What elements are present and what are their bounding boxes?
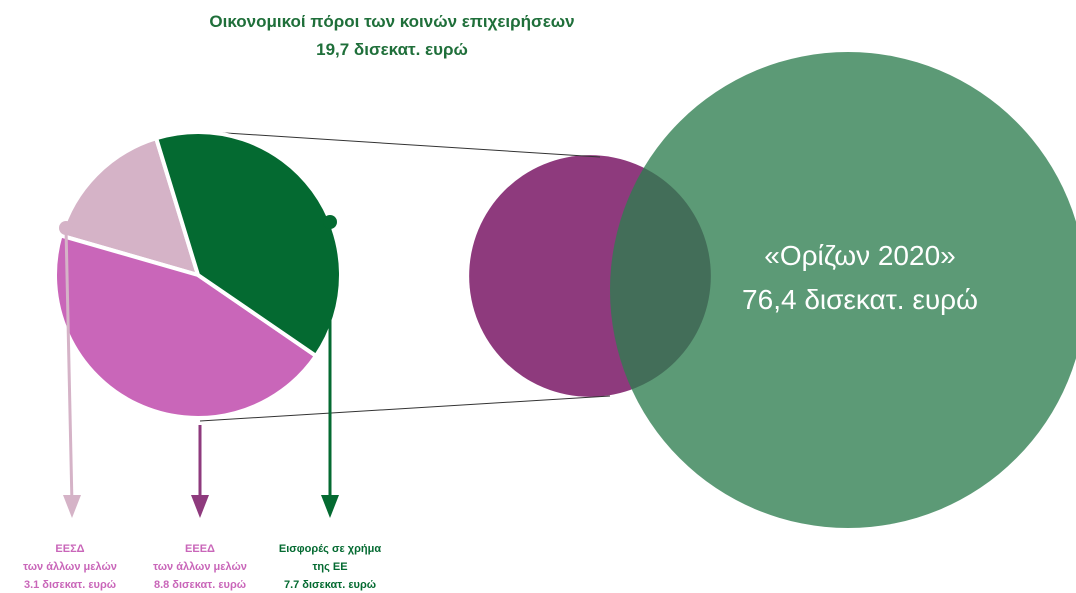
pie-slice bbox=[53, 232, 319, 420]
value-label: 7.7 δισεκατ. ευρώ bbox=[283, 579, 377, 591]
slice-label: ΕΕΕΔ των άλλων μελών 8.8 δισεκατ. ευρώ bbox=[125, 540, 275, 593]
arrow bbox=[64, 227, 74, 506]
title: Οικονομικοί πόροι των κοινών επιχειρήσεω… bbox=[209, 12, 575, 31]
category: ΕΕΣΔ των άλλων μελών bbox=[23, 543, 117, 573]
category: Εισφορές σε χρήμα της ΕΕ bbox=[278, 543, 382, 573]
horizon-label: 76,4 δισεκατ. ευρώ bbox=[742, 284, 978, 315]
arrow-head bbox=[63, 495, 81, 518]
slice-label: ΕΕΣΔ των άλλων μελών 3.1 δισεκατ. ευρώ bbox=[0, 540, 145, 593]
arrow-head bbox=[191, 495, 209, 518]
arrow-head bbox=[321, 495, 339, 518]
connector bbox=[199, 395, 611, 422]
arrow-dot bbox=[323, 215, 337, 229]
slice-label: Εισφορές σε χρήμα της ΕΕ 7.7 δισεκατ. ευρ… bbox=[255, 540, 405, 593]
value-label: 3.1 δισεκατ. ευρώ bbox=[23, 579, 117, 591]
total-label: 19,7 δισεκατ. ευρώ bbox=[316, 40, 468, 59]
category: ΕΕΕΔ των άλλων μελών bbox=[153, 543, 247, 573]
horizon-circle bbox=[610, 52, 1076, 528]
pie bbox=[53, 130, 343, 420]
arrow-dot bbox=[59, 221, 73, 235]
horizon-name: «Ορίζων 2020» bbox=[764, 240, 956, 271]
value-label: 8.8 δισεκατ. ευρώ bbox=[153, 579, 247, 591]
connector bbox=[194, 130, 601, 158]
pie-slice bbox=[153, 130, 343, 359]
